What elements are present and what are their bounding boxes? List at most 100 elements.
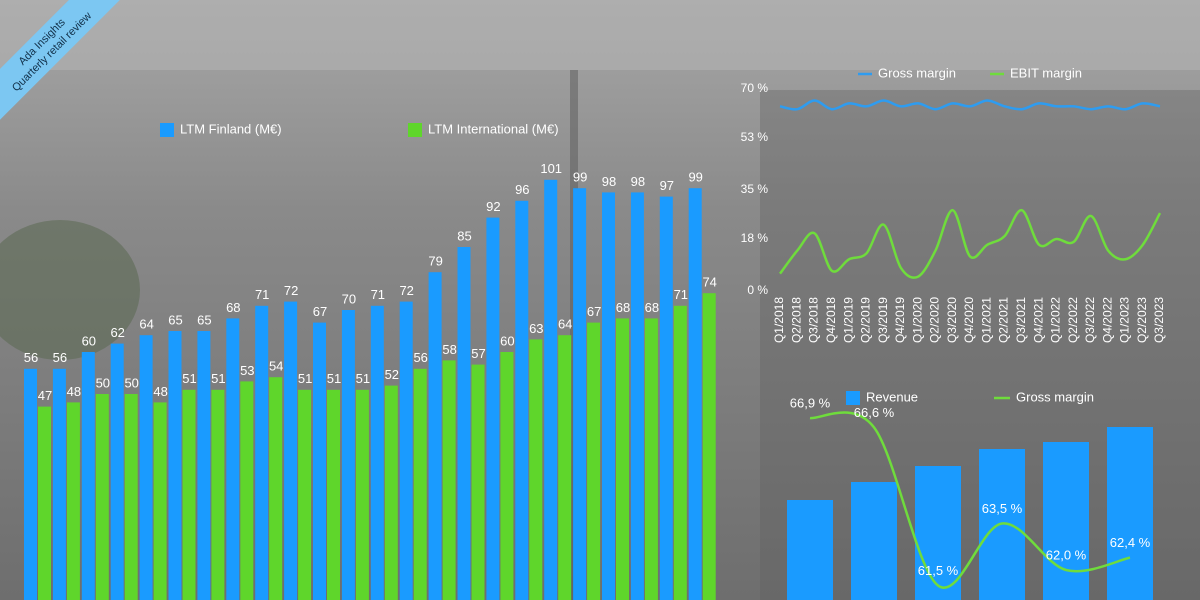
- legend-label: LTM International (M€): [428, 121, 559, 136]
- value-label: 63: [529, 321, 543, 336]
- value-label: 97: [660, 178, 674, 193]
- value-label: 71: [255, 287, 269, 302]
- value-label: 60: [82, 333, 96, 348]
- value-label: 51: [182, 371, 196, 386]
- bar: [95, 394, 109, 600]
- bar: [284, 301, 298, 600]
- x-tick-label: Q1/2020: [910, 297, 924, 343]
- value-label: 63,5 %: [982, 501, 1023, 516]
- x-tick-label: Q4/2022: [1100, 297, 1114, 343]
- y-tick-label: 53 %: [741, 130, 769, 144]
- x-tick-label: Q1/2023: [1118, 297, 1132, 343]
- value-label: 56: [24, 350, 38, 365]
- bar: [702, 293, 716, 600]
- value-label: 72: [284, 283, 298, 298]
- value-label: 71: [371, 287, 385, 302]
- value-label: 98: [602, 174, 616, 189]
- x-tick-label: Q4/2019: [893, 297, 907, 343]
- y-tick-label: 18 %: [741, 231, 769, 245]
- line: [809, 411, 1131, 589]
- bar: [226, 318, 240, 600]
- x-tick-label: Q2/2022: [1066, 297, 1080, 343]
- value-label: 85: [457, 228, 471, 243]
- bar: [787, 500, 833, 600]
- bar: [355, 389, 369, 600]
- legend-swatch: [846, 391, 860, 405]
- bar: [182, 389, 196, 600]
- bar: [851, 482, 897, 600]
- bar: [211, 389, 225, 600]
- x-tick-label: Q3/2021: [1014, 297, 1028, 343]
- bar: [24, 368, 37, 600]
- value-label: 51: [211, 371, 225, 386]
- bar: [602, 192, 615, 600]
- y-tick-label: 35 %: [741, 182, 769, 196]
- value-label: 64: [558, 317, 572, 332]
- bar: [66, 402, 80, 600]
- line: [778, 208, 1162, 279]
- ceiling: [0, 0, 1200, 70]
- value-label: 66,6 %: [854, 405, 895, 420]
- value-label: 48: [153, 384, 167, 399]
- bar: [573, 188, 587, 600]
- value-label: 98: [631, 174, 645, 189]
- value-label: 62,4 %: [1110, 535, 1151, 550]
- x-tick-label: Q3/2019: [876, 297, 890, 343]
- legend-swatch: [408, 123, 422, 137]
- bar: [659, 196, 673, 600]
- value-label: 96: [515, 182, 529, 197]
- value-label: 51: [327, 371, 341, 386]
- bar: [370, 305, 384, 600]
- value-label: 68: [645, 300, 659, 315]
- value-label: 56: [413, 350, 427, 365]
- value-label: 71: [674, 287, 688, 302]
- value-label: 92: [486, 199, 500, 214]
- value-label: 53: [240, 363, 254, 378]
- value-label: 48: [67, 384, 81, 399]
- value-label: 65: [197, 312, 211, 327]
- ribbon: [0, 0, 138, 138]
- value-label: 79: [428, 254, 442, 269]
- bar: [558, 335, 572, 600]
- value-label: 68: [226, 300, 240, 315]
- legend-label: LTM Finland (M€): [180, 121, 282, 136]
- bar: [915, 466, 961, 600]
- x-tick-label: Q4/2021: [1031, 297, 1045, 343]
- bar: [197, 331, 211, 600]
- x-tick-label: Q2/2023: [1135, 297, 1149, 343]
- value-label: 61,5 %: [918, 563, 959, 578]
- value-label: 51: [356, 371, 370, 386]
- value-label: 72: [399, 283, 413, 298]
- bar: [255, 305, 269, 600]
- value-label: 58: [442, 342, 456, 357]
- bar: [384, 385, 398, 600]
- bar: [630, 192, 644, 600]
- x-tick-label: Q2/2021: [997, 297, 1011, 343]
- value-label: 47: [38, 388, 52, 403]
- bar: [110, 343, 124, 600]
- value-label: 52: [385, 367, 399, 382]
- bar: [616, 318, 629, 600]
- bar: [124, 394, 138, 600]
- value-label: 67: [313, 304, 327, 319]
- bar: [313, 322, 326, 600]
- x-tick-label: Q1/2021: [979, 297, 993, 343]
- bar: [644, 318, 658, 600]
- bar: [139, 335, 153, 600]
- bar: [240, 381, 254, 600]
- bar: [81, 352, 95, 600]
- bar: [442, 360, 456, 600]
- value-label: 101: [540, 161, 562, 176]
- value-label: 56: [53, 350, 67, 365]
- plant: [0, 220, 140, 360]
- bar: [515, 200, 529, 600]
- bar: [457, 247, 471, 600]
- value-label: 57: [471, 346, 485, 361]
- value-label: 65: [168, 312, 182, 327]
- bar: [413, 368, 427, 600]
- bar: [428, 272, 442, 600]
- bar: [38, 406, 51, 600]
- value-label: 67: [587, 304, 601, 319]
